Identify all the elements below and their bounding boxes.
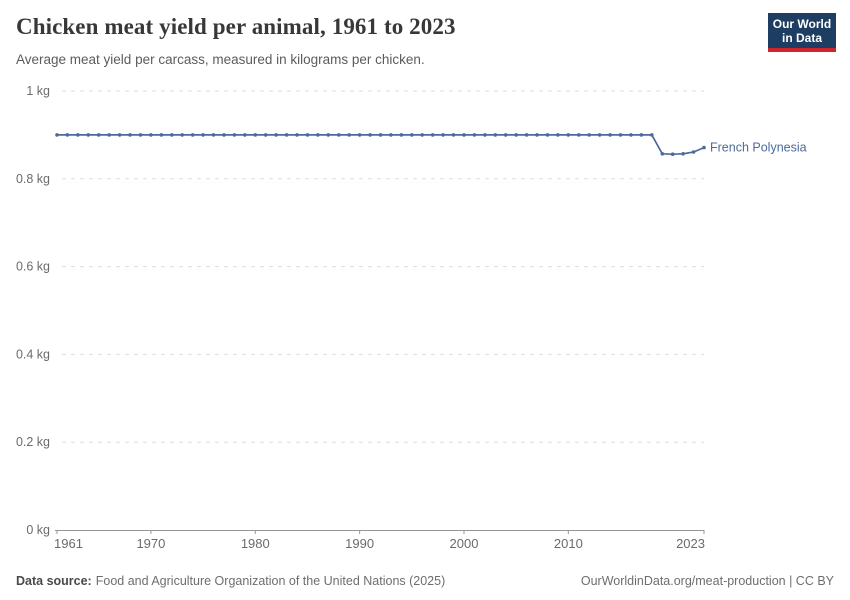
data-point [149,133,153,137]
data-point [378,133,383,137]
data-point [660,152,665,156]
data-point [138,133,143,137]
y-axis-tick-label: 0.8 kg [16,172,50,186]
owid-logo-line1: Our World [772,16,832,31]
y-axis-tick-label: 0.6 kg [16,260,50,274]
chart-subtitle: Average meat yield per carcass, measured… [16,52,425,67]
data-point [316,133,320,137]
series-line [57,134,705,156]
data-point [107,133,111,137]
y-axis-tick-label: 0.2 kg [16,435,50,449]
data-point [639,133,644,137]
data-point [86,133,91,137]
data-source-text: Food and Agriculture Organization of the… [95,574,446,588]
y-axis-tick-label: 0 kg [26,523,50,537]
chart-footer: Data source: Food and Agriculture Organiz… [0,574,850,588]
data-point [608,133,612,137]
data-point [430,133,435,137]
owid-logo-line2: in Data [781,30,822,45]
data-source: Data source: Food and Agriculture Organiz… [16,574,445,588]
data-point [483,133,487,137]
data-point [389,133,393,137]
data-point [493,133,498,137]
data-point [263,133,268,137]
data-point [159,133,164,137]
data-point [55,133,59,137]
data-point [451,133,456,137]
data-point [284,133,289,137]
x-axis-tick-label: 1990 [345,536,374,551]
data-point [211,133,216,137]
data-point [587,133,591,137]
data-point [514,133,518,137]
data-point [410,133,414,137]
data-source-label: Data source: [16,574,92,588]
data-point [253,133,258,137]
data-point [368,133,372,137]
data-point [128,133,132,137]
data-point [524,133,529,137]
data-point [347,133,352,137]
x-axis-tick-label: 1980 [241,536,270,551]
attribution: OurWorldinData.org/meat-production | CC … [580,574,834,588]
x-axis-tick-label: 2023 [676,536,705,551]
data-point [357,133,362,137]
data-point [535,133,539,137]
data-point [462,133,466,137]
data-point [232,133,237,137]
y-axis-tick-label: 1 kg [26,84,50,98]
chart-title: Chicken meat yield per animal, 1961 to 2… [16,14,456,39]
x-axis-tick-label: 2000 [450,536,479,551]
y-axis-tick-label: 0.4 kg [16,347,50,361]
data-point [566,133,571,137]
data-point [337,133,341,137]
data-point [180,133,184,137]
data-point [399,133,404,137]
data-point [201,133,205,137]
data-point [420,133,425,137]
data-point [472,133,477,137]
data-point [243,133,247,137]
data-point [618,133,623,137]
x-axis-tick-label: 1970 [136,536,165,551]
data-point [295,133,299,137]
x-axis-tick-label: 2010 [554,536,583,551]
data-point [305,133,310,137]
data-point [556,133,560,137]
data-point [681,152,685,156]
data-point [629,133,633,137]
data-point [170,133,174,137]
data-point [597,133,602,137]
data-point [274,133,278,137]
data-point [76,133,80,137]
data-point [691,150,696,154]
data-point [96,133,101,137]
owid-logo: Our World in Data [768,13,836,52]
data-point [326,133,331,137]
data-point [670,152,675,156]
x-axis-tick-label: 1961 [54,536,83,551]
data-point [190,133,195,137]
data-point [65,133,70,137]
data-point [441,133,445,137]
data-point [545,133,550,137]
data-point [650,133,654,137]
data-point [117,133,122,137]
data-point [577,133,581,137]
series-label: French Polynesia [710,141,807,155]
data-point [503,133,508,137]
data-point [222,133,226,137]
data-point [702,145,706,150]
